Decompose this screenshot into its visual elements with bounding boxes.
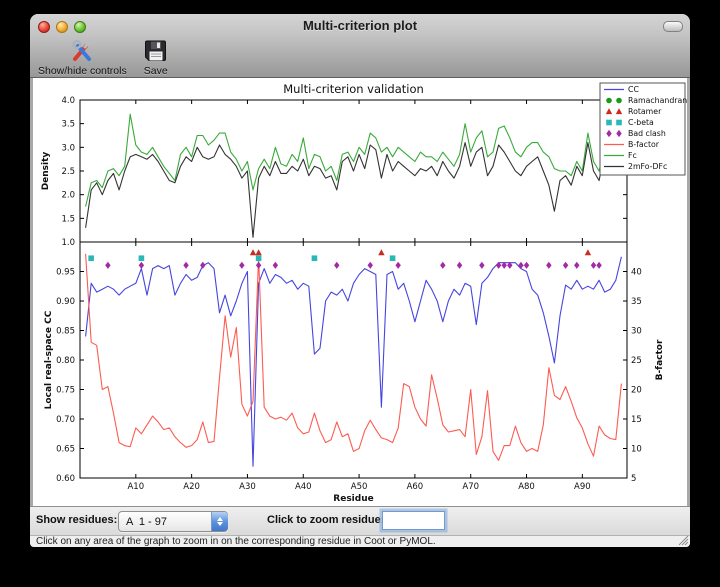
show-hide-controls-label: Show/hide controls xyxy=(38,65,127,77)
bfactor-tick-label: 15 xyxy=(631,415,642,425)
density-tick-label: 2.0 xyxy=(61,191,75,201)
series-B-factor xyxy=(85,253,622,461)
window-title: Multi-criterion plot xyxy=(302,18,418,33)
zoom-button[interactable] xyxy=(74,21,86,33)
tools-icon xyxy=(69,38,95,64)
minimize-button[interactable] xyxy=(56,21,68,33)
bfactor-tick-label: 25 xyxy=(631,356,642,366)
bfactor-tick-label: 20 xyxy=(631,386,642,396)
zoom-residue-label: Click to zoom residue: xyxy=(267,514,385,526)
density-tick-label: 3.0 xyxy=(61,143,75,153)
legend-label: C-beta xyxy=(628,118,654,127)
cc-tick-label: 0.80 xyxy=(56,356,75,366)
status-text: Click on any area of the graph to zoom i… xyxy=(36,536,436,547)
legend-label: 2mFo-DFc xyxy=(628,162,667,171)
cc-tick-label: 0.85 xyxy=(56,327,75,337)
density-tick-label: 1.5 xyxy=(61,214,75,224)
series-Fc xyxy=(85,113,622,207)
titlebar[interactable]: Multi-criterion plot xyxy=(30,14,690,36)
x-tick-label: A50 xyxy=(351,482,368,492)
save-button[interactable]: Save xyxy=(143,36,169,77)
save-label: Save xyxy=(143,65,168,77)
save-icon xyxy=(143,38,169,64)
show-residues-value: A 1 - 97 xyxy=(126,515,167,528)
close-button[interactable] xyxy=(38,21,50,33)
x-tick-label: A60 xyxy=(407,482,424,492)
toolbar-toggle-pill-button[interactable] xyxy=(663,21,683,32)
legend-box xyxy=(599,82,686,176)
bfactor-tick-label: 5 xyxy=(631,474,636,484)
bfactor-tick-label: 40 xyxy=(631,268,642,278)
stepper-arrows-icon xyxy=(211,512,228,531)
chart-title: Multi-criterion validation xyxy=(283,82,424,96)
cc-tick-label: 0.90 xyxy=(56,297,75,307)
legend-label: Fc xyxy=(628,151,637,160)
show-residues-select[interactable]: A 1 - 97 xyxy=(118,511,228,532)
x-tick-label: A40 xyxy=(295,482,312,492)
x-tick-label: A90 xyxy=(574,482,591,492)
bfactor-tick-label: 35 xyxy=(631,297,642,307)
series-2mFo-DFc xyxy=(85,142,622,238)
bfactor-tick-label: 10 xyxy=(631,445,642,455)
x-tick-label: A30 xyxy=(239,482,256,492)
legend-label: Rotamer xyxy=(628,107,662,116)
resize-grip[interactable] xyxy=(678,535,689,546)
legend-label: B-factor xyxy=(628,140,660,149)
density-axis-label: Density xyxy=(41,152,51,191)
x-tick-label: A20 xyxy=(183,482,200,492)
cc-tick-label: 0.75 xyxy=(56,386,75,396)
cc-tick-label: 0.65 xyxy=(56,445,75,455)
show-hide-controls-button[interactable]: Show/hide controls xyxy=(38,36,127,77)
legend-label: Ramachandran xyxy=(628,96,687,105)
control-bar: Show residues: A 1 - 97 Click to zoom re… xyxy=(30,506,690,535)
multi-criterion-chart[interactable]: Multi-criterion validation A10 A20 A30 A40 A5… xyxy=(33,78,687,506)
cc-tick-label: 0.95 xyxy=(56,268,75,278)
cc-tick-label: 0.60 xyxy=(56,474,75,484)
legend-label: Bad clash xyxy=(628,129,666,138)
series-CC xyxy=(85,256,622,467)
density-tick-label: 1.0 xyxy=(61,238,75,248)
show-residues-label: Show residues: xyxy=(36,514,118,526)
density-tick-label: 4.0 xyxy=(61,96,75,106)
window-header: Multi-criterion plot Show/hide controls xyxy=(30,14,690,78)
cc-tick-label: 0.70 xyxy=(56,415,75,425)
x-tick-label: A80 xyxy=(518,482,535,492)
bfactor-tick-label: 30 xyxy=(631,327,642,337)
bottom-panel-spines xyxy=(79,241,628,479)
legend-label: CC xyxy=(628,85,639,94)
zoom-residue-input[interactable] xyxy=(382,511,445,530)
multi-criterion-plot-window: Multi-criterion plot Show/hide controls xyxy=(30,14,690,547)
x-axis-label: Residue xyxy=(333,494,373,504)
toolbar: Show/hide controls Save xyxy=(30,36,690,78)
density-tick-label: 2.5 xyxy=(61,167,75,177)
density-tick-label: 3.5 xyxy=(61,120,75,130)
x-tick-label: A70 xyxy=(462,482,479,492)
cc-axis-label: Local real-space CC xyxy=(44,310,54,409)
x-tick-label: A10 xyxy=(127,482,144,492)
bfactor-axis-label: B-factor xyxy=(655,339,665,380)
status-bar: Click on any area of the graph to zoom i… xyxy=(30,535,690,547)
